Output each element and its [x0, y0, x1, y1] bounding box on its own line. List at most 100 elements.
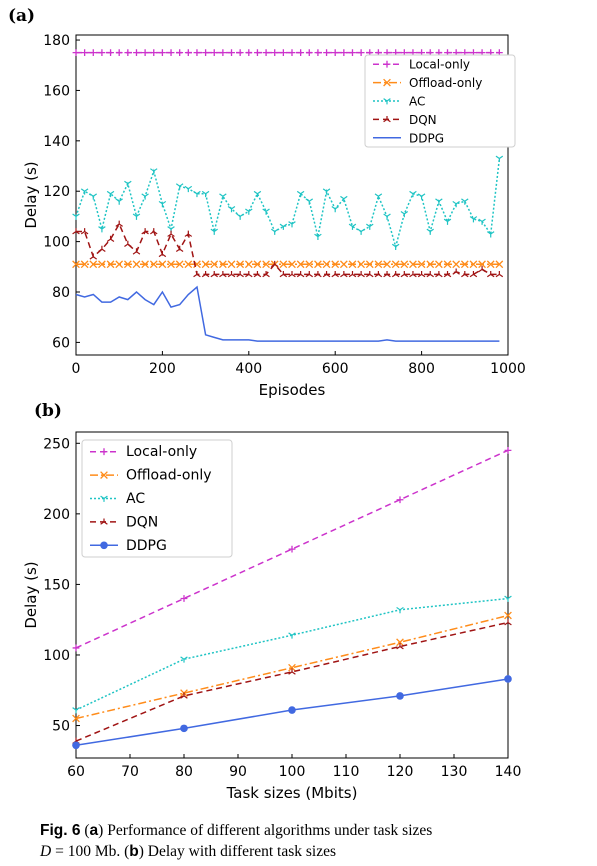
data-point [461, 198, 469, 205]
data-point [72, 228, 80, 235]
data-point [159, 49, 166, 57]
data-point [417, 193, 426, 200]
data-point [426, 270, 434, 278]
data-point [210, 260, 219, 269]
data-point [504, 446, 512, 454]
data-point [469, 216, 478, 223]
data-point [288, 668, 296, 675]
y-tick-label: 180 [43, 33, 70, 49]
data-point [262, 260, 270, 269]
data-point [357, 260, 365, 269]
data-point [365, 260, 374, 269]
legend-label: DQN [126, 514, 158, 530]
data-point [245, 49, 253, 57]
series-local-only [72, 446, 512, 652]
data-point [115, 49, 123, 57]
data-point [348, 223, 357, 230]
data-point [141, 228, 149, 235]
data-point [396, 638, 404, 647]
legend-label: DDPG [126, 538, 167, 554]
data-point [400, 270, 409, 278]
data-point [141, 49, 149, 57]
data-point [469, 270, 478, 278]
data-point [202, 49, 209, 57]
data-point [504, 611, 512, 620]
x-tick-label: 200 [149, 361, 176, 377]
caption-dvar: D [40, 843, 52, 860]
data-point [158, 200, 167, 208]
data-point [357, 49, 365, 57]
data-point [245, 270, 253, 278]
data-point [167, 230, 175, 237]
y-tick-label: 160 [43, 83, 70, 99]
series-ac [72, 595, 512, 714]
y-axis-label: Delay (s) [22, 161, 40, 228]
data-point [478, 265, 486, 273]
data-point [331, 260, 340, 269]
data-point [219, 270, 227, 278]
data-point [201, 260, 210, 269]
data-point [236, 213, 244, 220]
data-point [426, 260, 435, 269]
data-point [305, 270, 314, 278]
data-point [452, 268, 460, 275]
data-point [89, 260, 98, 269]
data-point [391, 260, 400, 269]
data-point [296, 190, 305, 198]
data-point [443, 260, 452, 269]
data-point [396, 643, 404, 650]
data-point [72, 213, 80, 220]
data-point [340, 49, 348, 57]
legend-box [81, 439, 233, 558]
data-point [89, 193, 98, 200]
data-point [106, 260, 115, 269]
data-point [193, 270, 201, 278]
data-point [288, 663, 296, 672]
chart-b: 60 70 80 90 100 110 120 130 140 50 100 150 200 250 Tas… [22, 431, 521, 802]
data-point [391, 270, 400, 278]
data-point [262, 270, 270, 278]
y-tick-label: 50 [52, 719, 70, 735]
data-point [323, 49, 330, 57]
data-point [443, 270, 452, 278]
legend-marker [383, 78, 391, 87]
data-point [348, 260, 357, 269]
series-local-only [72, 49, 503, 57]
caption-a: a [89, 822, 99, 839]
series-line [75, 285, 500, 342]
data-point [150, 49, 158, 57]
data-point [374, 270, 383, 278]
data-point [504, 675, 512, 683]
data-point [124, 49, 132, 57]
x-tick-label: 70 [121, 764, 139, 780]
series-ddpg [72, 675, 512, 750]
data-point [184, 49, 192, 57]
data-point [383, 260, 391, 269]
legend-label: AC [126, 491, 145, 507]
data-point [124, 240, 132, 248]
data-point [210, 228, 218, 235]
x-tick-label: 110 [333, 764, 360, 780]
y-tick-label: 100 [43, 648, 70, 664]
data-point [180, 595, 188, 602]
data-point [279, 223, 288, 230]
data-point [409, 190, 417, 198]
data-point [383, 213, 391, 220]
data-point [89, 49, 97, 57]
data-point [219, 49, 227, 57]
data-point [98, 245, 106, 253]
data-point [115, 198, 123, 205]
y-tick-label: 80 [52, 285, 70, 301]
data-point [193, 190, 201, 198]
data-point [396, 692, 404, 700]
data-point [180, 692, 188, 699]
data-point [288, 260, 296, 269]
data-point [478, 260, 486, 269]
legend-marker [100, 541, 108, 550]
series-line [75, 449, 509, 649]
data-point [133, 49, 140, 57]
caption-b: b [129, 843, 139, 860]
caption-t1: ( [80, 822, 90, 839]
data-point [236, 260, 245, 269]
data-point [115, 220, 123, 227]
